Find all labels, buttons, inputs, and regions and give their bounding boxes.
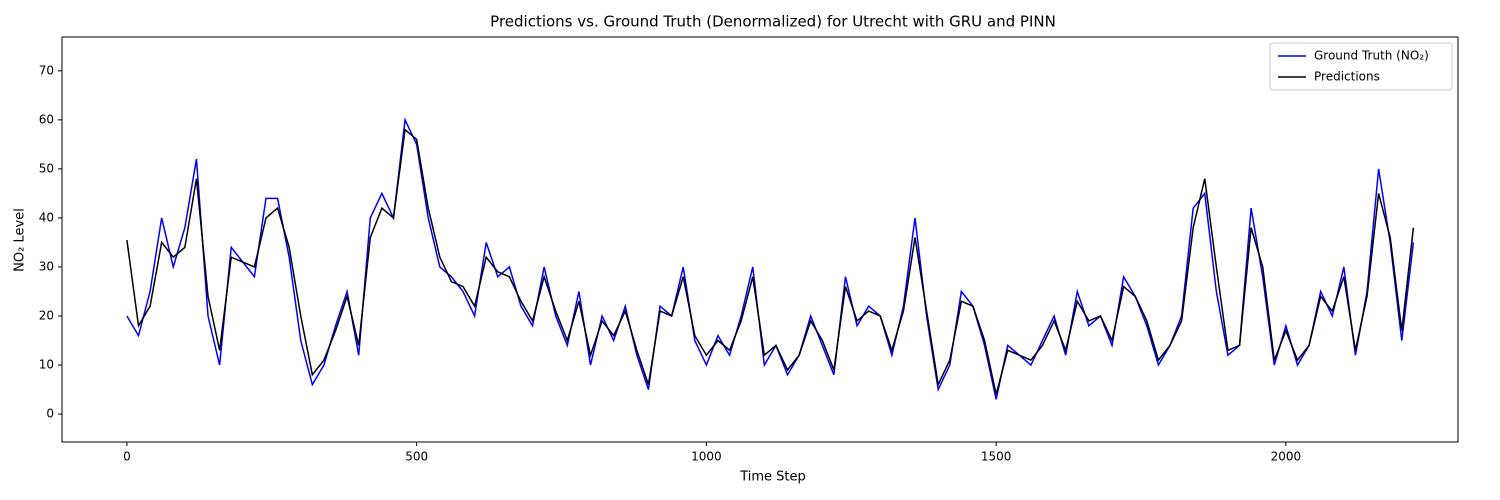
x-tick-label: 2000 [1271, 450, 1302, 464]
y-tick-label: 70 [39, 63, 54, 77]
legend-label: Predictions [1314, 70, 1380, 84]
y-tick-label: 10 [39, 358, 54, 372]
y-tick-label: 60 [39, 112, 54, 126]
data-line [126, 128, 1415, 395]
x-tick-label: 500 [405, 450, 428, 464]
x-tick-label: 0 [123, 450, 131, 464]
y-tick-label: 40 [39, 210, 54, 224]
y-tick-label: 50 [39, 161, 54, 175]
y-axis-label: NO₂ Level [13, 208, 28, 272]
x-tick-label: 1500 [981, 450, 1012, 464]
chart-title: Predictions vs. Ground Truth (Denormaliz… [490, 13, 1056, 31]
legend-label: Ground Truth (NO₂) [1314, 49, 1429, 63]
x-axis-label: Time Step [739, 470, 806, 485]
data-line [126, 117, 1415, 400]
plot-area [126, 117, 1415, 400]
y-tick-label: 30 [39, 259, 54, 273]
x-tick-label: 1000 [691, 450, 722, 464]
y-tick-label: 0 [46, 407, 54, 421]
plot-frame [61, 36, 1459, 443]
y-tick-label: 20 [39, 308, 54, 322]
legend-box [1269, 42, 1453, 91]
